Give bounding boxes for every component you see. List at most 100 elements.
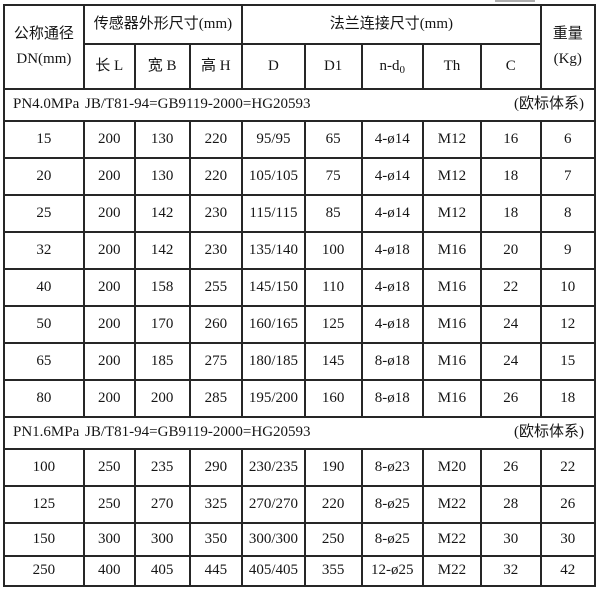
cell-weight: 30 xyxy=(539,522,597,557)
cell-length: 250 xyxy=(82,485,136,524)
table-row: 100 250 235 290 230/235 190 8-ø23 M20 26 22 xyxy=(3,448,597,487)
cell-weight: 6 xyxy=(539,120,597,159)
cell-c: 18 xyxy=(479,157,542,196)
header-weight-line2: (Kg) xyxy=(553,51,582,67)
table-row: 40 200 158 255 145/150 110 4-ø18 M16 22 10 xyxy=(3,268,597,307)
cell-weight: 12 xyxy=(539,305,597,344)
cell-c: 18 xyxy=(479,194,542,233)
cell-height: 230 xyxy=(188,194,244,233)
table-row: 20 200 130 220 105/105 75 4-ø14 M12 18 7 xyxy=(3,157,597,196)
section-note-label: (欧标体系) xyxy=(514,96,584,113)
cell-d1: 65 xyxy=(303,120,363,159)
table-row: 50 200 170 260 160/165 125 4-ø18 M16 24 12 xyxy=(3,305,597,344)
header-c: C xyxy=(479,43,542,90)
cell-th: M12 xyxy=(421,157,482,196)
cell-d: 115/115 xyxy=(241,194,306,233)
cell-th: M16 xyxy=(421,342,482,381)
header-width: 宽 B xyxy=(133,43,191,90)
cell-d1: 85 xyxy=(303,194,363,233)
cell-width: 300 xyxy=(133,522,191,557)
table-row: 32 200 142 230 135/140 100 4-ø18 M16 20 9 xyxy=(3,231,597,270)
cell-d1: 75 xyxy=(303,157,363,196)
cell-weight: 42 xyxy=(539,555,597,587)
cell-height: 445 xyxy=(188,555,244,587)
cell-dn: 100 xyxy=(3,448,85,487)
cell-d: 135/140 xyxy=(241,231,306,270)
cell-width: 185 xyxy=(133,342,191,381)
cell-height: 350 xyxy=(188,522,244,557)
cell-nd0: 8-ø25 xyxy=(360,522,424,557)
cell-nd0: 8-ø18 xyxy=(360,379,424,418)
table-row: 150 300 300 350 300/300 250 8-ø25 M22 30 30 xyxy=(3,522,597,557)
cell-weight: 26 xyxy=(539,485,597,524)
table-row: 80 200 200 285 195/200 160 8-ø18 M16 26 18 xyxy=(3,379,597,418)
cell-height: 220 xyxy=(188,157,244,196)
cell-th: M22 xyxy=(421,485,482,524)
cell-width: 130 xyxy=(133,157,191,196)
cell-length: 200 xyxy=(82,342,136,381)
cell-dn: 150 xyxy=(3,522,85,557)
cell-dn: 40 xyxy=(3,268,85,307)
table-row: 65 200 185 275 180/185 145 8-ø18 M16 24 15 xyxy=(3,342,597,381)
header-row-subcolumns: 长 L 宽 B 高 H D D1 n-d0 Th C xyxy=(4,43,595,90)
section-standard-label: JB/T81-94=GB9119-2000=HG20593 xyxy=(85,424,311,441)
table-row: 125 250 270 325 270/270 220 8-ø25 M22 28 26 xyxy=(3,485,597,524)
cell-weight: 15 xyxy=(539,342,597,381)
cell-d1: 100 xyxy=(303,231,363,270)
cell-th: M22 xyxy=(421,555,482,587)
header-dn: 公称通径 DN(mm) xyxy=(3,4,85,90)
cell-height: 285 xyxy=(188,379,244,418)
cell-d: 180/185 xyxy=(241,342,306,381)
section-pressure-label: PN1.6MPa xyxy=(13,424,80,441)
cell-width: 235 xyxy=(133,448,191,487)
cell-th: M12 xyxy=(421,120,482,159)
cell-height: 275 xyxy=(188,342,244,381)
cell-d: 95/95 xyxy=(241,120,306,159)
cell-d: 105/105 xyxy=(241,157,306,196)
section-header-row: PN1.6MPa JB/T81-94=GB9119-2000=HG20593 (欧标… xyxy=(3,416,596,450)
cell-dn: 250 xyxy=(3,555,85,587)
cell-width: 158 xyxy=(133,268,191,307)
cell-weight: 22 xyxy=(539,448,597,487)
cell-weight: 18 xyxy=(539,379,597,418)
cell-nd0: 4-ø14 xyxy=(360,194,424,233)
cell-height: 255 xyxy=(188,268,244,307)
cell-nd0: 8-ø18 xyxy=(360,342,424,381)
cropped-scan-artifact xyxy=(495,0,535,2)
cell-length: 200 xyxy=(82,268,136,307)
section-pressure-label: PN4.0MPa xyxy=(13,96,80,113)
cell-weight: 9 xyxy=(539,231,597,270)
cell-c: 26 xyxy=(479,379,542,418)
section-header-cell: PN1.6MPa JB/T81-94=GB9119-2000=HG20593 (欧标… xyxy=(3,416,596,450)
header-flange-group: 法兰连接尺寸(mm) xyxy=(241,4,542,45)
cell-c: 24 xyxy=(479,342,542,381)
cell-c: 32 xyxy=(479,555,542,587)
cell-c: 22 xyxy=(479,268,542,307)
header-weight: 重量 (Kg) xyxy=(539,4,597,90)
cell-length: 200 xyxy=(82,379,136,418)
cell-d1: 160 xyxy=(303,379,363,418)
cell-d1: 110 xyxy=(303,268,363,307)
section-note-label: (欧标体系) xyxy=(514,424,584,441)
section-header-cell: PN4.0MPa JB/T81-94=GB9119-2000=HG20593 (欧标… xyxy=(3,88,596,122)
cell-th: M16 xyxy=(421,379,482,418)
cell-dn: 50 xyxy=(3,305,85,344)
cell-d1: 125 xyxy=(303,305,363,344)
cell-width: 142 xyxy=(133,231,191,270)
cell-c: 26 xyxy=(479,448,542,487)
cell-nd0: 4-ø18 xyxy=(360,231,424,270)
cell-c: 28 xyxy=(479,485,542,524)
section-standard-label: JB/T81-94=GB9119-2000=HG20593 xyxy=(85,96,311,113)
cell-dn: 125 xyxy=(3,485,85,524)
cell-d1: 250 xyxy=(303,522,363,557)
cell-d1: 145 xyxy=(303,342,363,381)
cell-length: 200 xyxy=(82,231,136,270)
header-d1: D1 xyxy=(303,43,363,90)
cell-width: 270 xyxy=(133,485,191,524)
header-sensor-group: 传感器外形尺寸(mm) xyxy=(82,4,244,45)
cell-th: M16 xyxy=(421,305,482,344)
cell-d: 300/300 xyxy=(241,522,306,557)
header-height: 高 H xyxy=(188,43,244,90)
cell-weight: 7 xyxy=(539,157,597,196)
spec-table: 公称通径 DN(mm) 传感器外形尺寸(mm) 法兰连接尺寸(mm) 重量 (K… xyxy=(3,4,597,587)
